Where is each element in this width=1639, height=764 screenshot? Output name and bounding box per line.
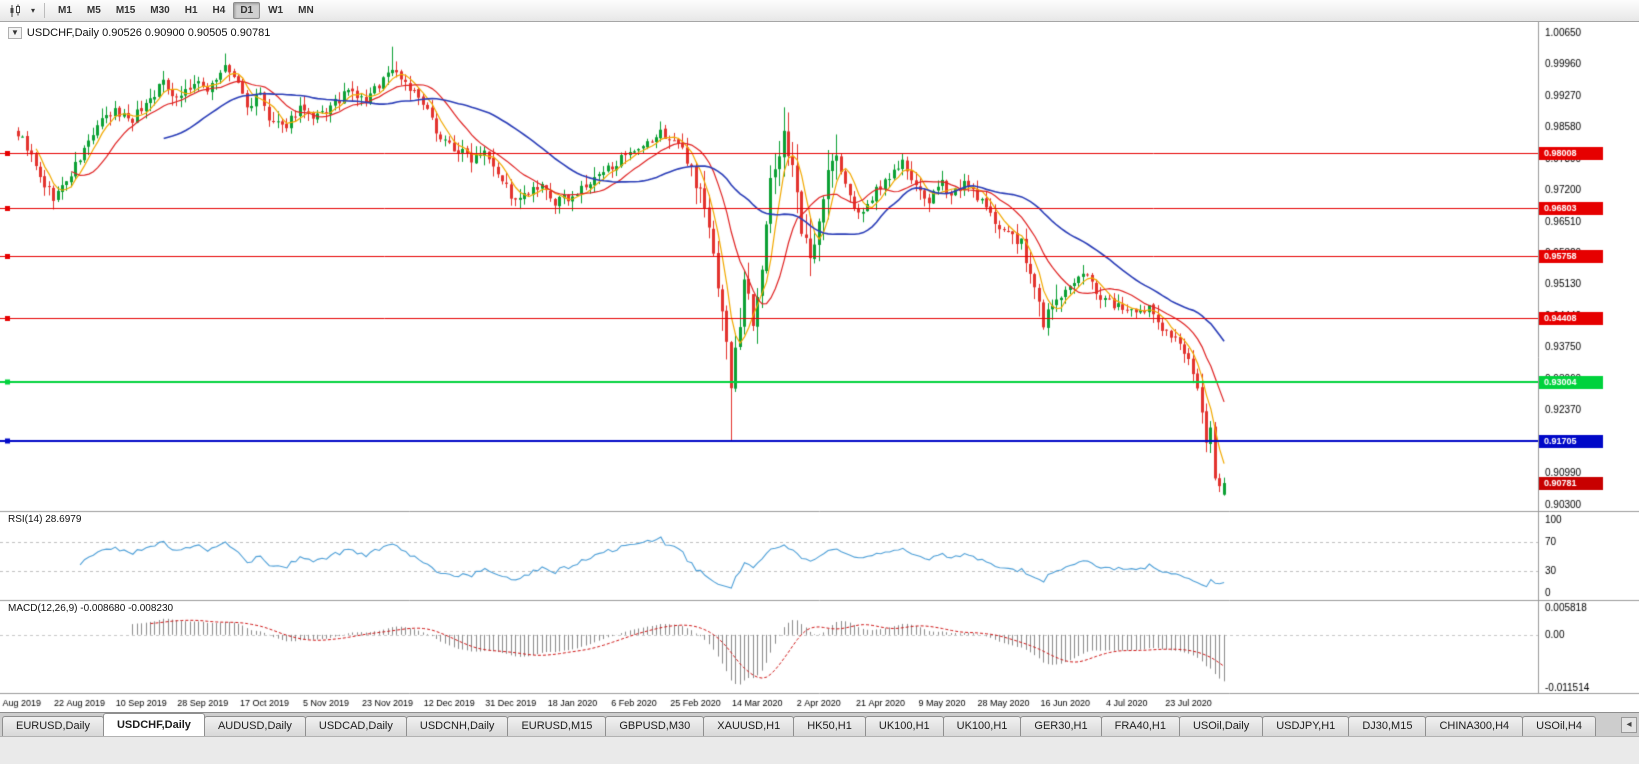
timeframe-toolbar: ▾ M1 M5 M15 M30 H1 H4 D1 W1 MN [0,0,1639,22]
chart-title: ▼ USDCHF,Daily 0.90526 0.90900 0.90505 0… [8,27,270,39]
chart-canvas[interactable] [0,22,1639,712]
symbol-tab-dj30-m15[interactable]: DJ30,M15 [1348,716,1427,736]
chart-title-dropdown-icon[interactable]: ▼ [8,27,22,39]
symbol-tab-usdcnh-daily[interactable]: USDCNH,Daily [405,716,509,736]
symbol-tab-fra40-h1[interactable]: FRA40,H1 [1100,716,1180,736]
chart-type-icon[interactable] [4,2,26,20]
symbol-tab-usdcad-daily[interactable]: USDCAD,Daily [304,716,407,736]
toolbar-divider [44,3,45,18]
timeframe-button-h4[interactable]: H4 [212,5,226,16]
symbol-tab-audusd-daily[interactable]: AUDUSD,Daily [203,716,306,736]
symbol-tab-usdchf-daily[interactable]: USDCHF,Daily [102,713,205,736]
timeframe-button-mn[interactable]: MN [298,5,314,16]
chart-area: ▼ USDCHF,Daily 0.90526 0.90900 0.90505 0… [0,22,1639,712]
status-bar [0,736,1639,764]
timeframe-button-d1[interactable]: D1 [233,2,261,19]
timeframe-button-m30[interactable]: M30 [150,5,170,16]
symbol-tab-hk50-h1[interactable]: HK50,H1 [793,716,866,736]
timeframe-button-m15[interactable]: M15 [115,5,136,16]
symbol-tabs: EURUSD,Daily USDCHF,Daily AUDUSD,Daily USDC… [2,713,1596,736]
chart-type-dropdown-icon[interactable]: ▾ [30,6,35,15]
macd-label: MACD(12,26,9) -0.008680 -0.008230 [8,603,174,614]
timeframe-buttons: M1 M5 M15 M30 H1 H4 D1 W1 MN [51,2,321,19]
symbol-tab-usoil-daily[interactable]: USOil,Daily [1178,716,1264,736]
symbol-tab-uk100-h1[interactable]: UK100,H1 [942,716,1022,736]
tab-scroll-left-icon[interactable]: ◂ [1621,717,1637,733]
symbol-tab-usdjpy-h1[interactable]: USDJPY,H1 [1262,716,1350,736]
symbol-tab-china300-h4[interactable]: CHINA300,H4 [1425,716,1524,736]
timeframe-button-h1[interactable]: H1 [184,5,198,16]
rsi-label: RSI(14) 28.6979 [8,514,82,525]
symbol-tab-eurusd-daily[interactable]: EURUSD,Daily [2,716,104,736]
timeframe-button-m5[interactable]: M5 [86,5,101,16]
symbol-tab-usoil-h4[interactable]: USOil,H4 [1522,716,1596,736]
timeframe-button-m1[interactable]: M1 [58,5,72,16]
symbol-tab-ger30-h1[interactable]: GER30,H1 [1020,716,1102,736]
chart-ohlc-readout: USDCHF,Daily 0.90526 0.90900 0.90505 0.9… [26,27,271,39]
symbol-tab-uk100-h1[interactable]: UK100,H1 [864,716,944,736]
timeframe-button-w1[interactable]: W1 [268,5,284,16]
symbol-tabbar: EURUSD,Daily USDCHF,Daily AUDUSD,Daily USDC… [0,712,1639,736]
symbol-tab-xauusd-h1[interactable]: XAUUSD,H1 [703,716,795,736]
symbol-tab-eurusd-m15[interactable]: EURUSD,M15 [507,716,607,736]
symbol-tab-gbpusd-m30[interactable]: GBPUSD,M30 [605,716,705,736]
